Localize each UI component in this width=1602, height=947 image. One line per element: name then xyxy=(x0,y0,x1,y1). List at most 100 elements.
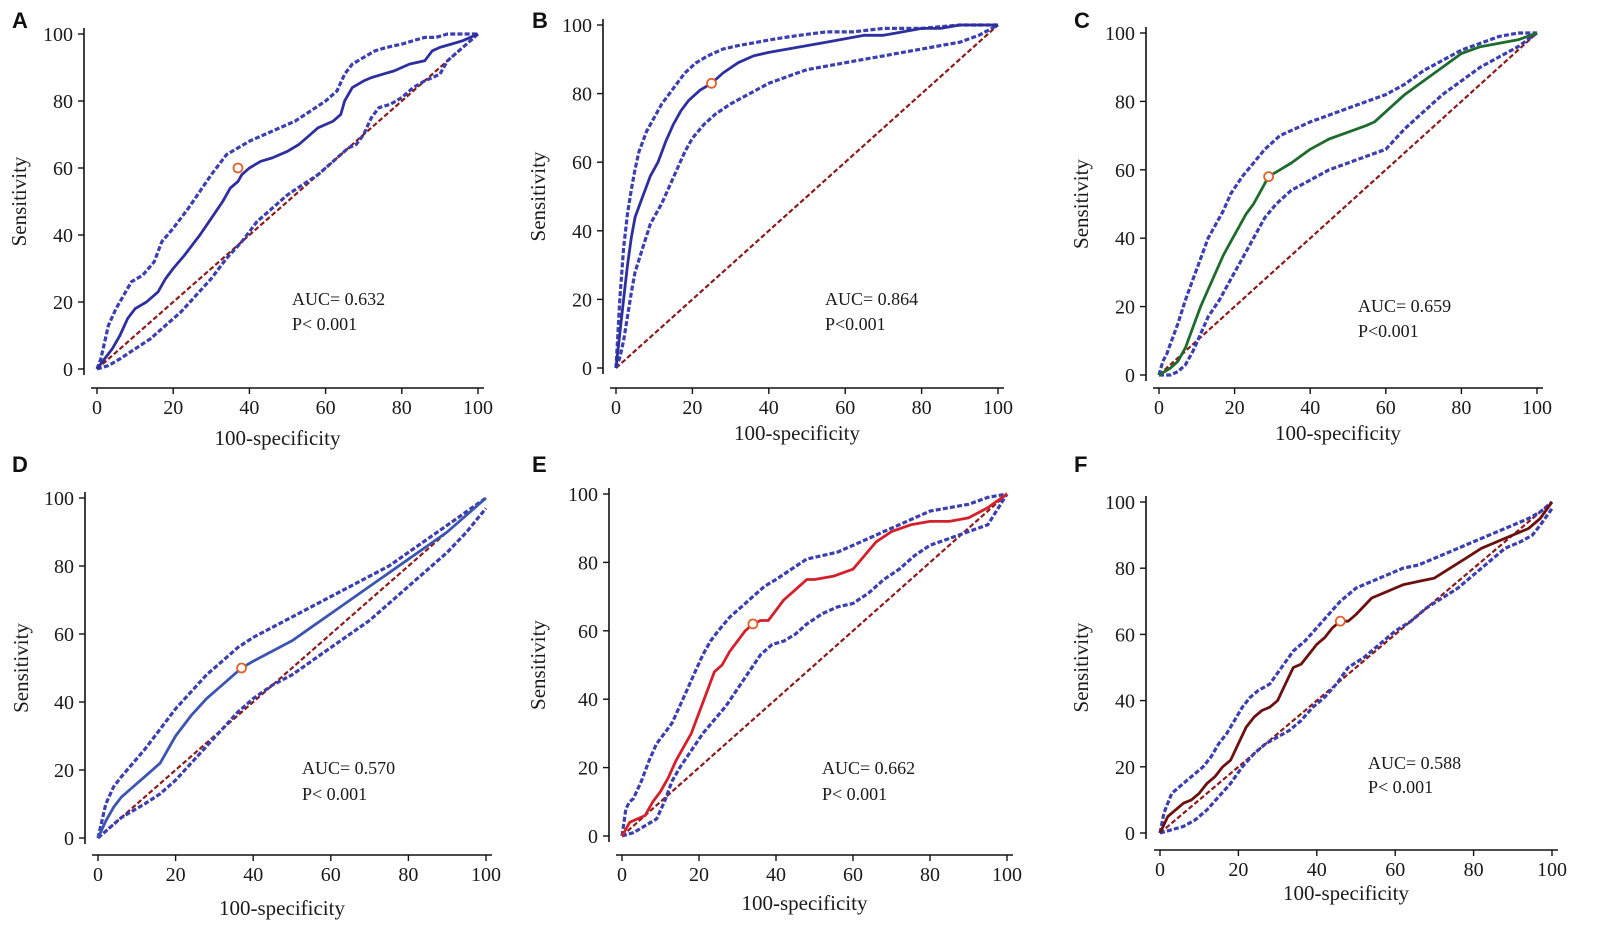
y-tick-label: 60 xyxy=(54,624,74,646)
x-tick-label: 100 xyxy=(1537,859,1567,881)
x-axis-title: 100-specificity xyxy=(215,426,341,450)
roc-curve xyxy=(95,32,479,370)
x-tick-label: 60 xyxy=(316,397,336,419)
y-tick-label: 0 xyxy=(1125,365,1135,387)
x-tick-label: 40 xyxy=(766,864,786,886)
y-tick-label: 80 xyxy=(572,84,592,106)
p-value-annotation: P< 0.001 xyxy=(1368,777,1433,797)
y-tick-label: 0 xyxy=(582,358,592,380)
x-tick-label: 0 xyxy=(1154,397,1164,419)
auc-annotation: AUC= 0.632 xyxy=(292,289,385,309)
y-tick-label: 0 xyxy=(63,359,73,381)
reference-line xyxy=(97,497,487,839)
y-axis-title: Sensitivity xyxy=(1069,159,1093,249)
auc-annotation: AUC= 0.864 xyxy=(825,289,918,309)
x-tick-label: 20 xyxy=(166,864,186,886)
y-tick-label: 20 xyxy=(1115,297,1135,319)
x-tick-label: 40 xyxy=(243,864,263,886)
cutoff-point xyxy=(236,662,247,674)
x-tick-label: 80 xyxy=(1451,397,1471,419)
y-axis-title: Sensitivity xyxy=(9,623,33,713)
y-tick-label: 60 xyxy=(53,158,73,180)
cutoff-point xyxy=(1334,615,1346,627)
y-tick-label: 20 xyxy=(1115,757,1135,779)
auc-annotation: AUC= 0.570 xyxy=(302,758,395,778)
reference-line xyxy=(96,33,479,370)
p-value-annotation: P< 0.001 xyxy=(302,784,367,804)
x-tick-label: 60 xyxy=(321,864,341,886)
x-tick-label: 40 xyxy=(1300,397,1320,419)
x-tick-label: 0 xyxy=(611,397,621,419)
reference-line xyxy=(615,24,999,369)
y-tick-label: 80 xyxy=(1115,558,1135,580)
x-tick-label: 0 xyxy=(617,864,627,886)
x-tick-label: 20 xyxy=(1228,859,1248,881)
p-value-annotation: P<0.001 xyxy=(825,314,886,334)
x-tick-label: 80 xyxy=(392,397,412,419)
x-tick-label: 80 xyxy=(1464,859,1484,881)
auc-annotation: AUC= 0.659 xyxy=(1358,296,1451,316)
upper-ci-line xyxy=(614,23,998,369)
x-tick-label: 100 xyxy=(1522,397,1552,419)
upper-ci-line xyxy=(1157,31,1537,376)
panel-letter: F xyxy=(1074,452,1087,477)
y-tick-label: 40 xyxy=(54,692,74,714)
y-tick-label: 100 xyxy=(43,24,73,46)
y-tick-label: 100 xyxy=(1105,23,1135,45)
x-tick-label: 80 xyxy=(912,397,932,419)
x-tick-label: 20 xyxy=(163,397,183,419)
x-tick-label: 60 xyxy=(835,397,855,419)
y-tick-label: 40 xyxy=(578,689,598,711)
lower-ci-line xyxy=(1159,507,1554,835)
y-tick-label: 20 xyxy=(572,289,592,311)
y-tick-label: 80 xyxy=(53,91,73,113)
x-tick-label: 20 xyxy=(689,864,709,886)
roc-curve xyxy=(614,23,998,369)
reference-line xyxy=(1159,501,1553,834)
y-tick-label: 40 xyxy=(1115,228,1135,250)
panel-e: E 0 20 40 60 80 100 0 20 40 60 80 100 100-specificity… xyxy=(526,452,1022,915)
y-axis-title: Sensitivity xyxy=(7,156,31,246)
x-tick-label: 40 xyxy=(239,397,259,419)
y-axis-title: Sensitivity xyxy=(526,620,550,710)
x-tick-label: 60 xyxy=(1385,859,1405,881)
p-value-annotation: P< 0.001 xyxy=(822,784,887,804)
x-tick-label: 40 xyxy=(1307,859,1327,881)
x-tick-label: 0 xyxy=(92,397,102,419)
panel-d: D 0 20 40 60 80 100 0 20 40 60 80 100 100-specificity… xyxy=(9,452,501,920)
y-tick-label: 60 xyxy=(1115,160,1135,182)
y-axis-title: Sensitivity xyxy=(1069,622,1093,712)
x-tick-label: 100 xyxy=(471,864,501,886)
x-tick-label: 60 xyxy=(843,864,863,886)
y-tick-label: 100 xyxy=(1105,492,1135,514)
reference-line xyxy=(1158,32,1538,376)
y-tick-label: 20 xyxy=(578,758,598,780)
lower-ci-line xyxy=(96,507,488,840)
cutoff-point xyxy=(747,618,759,630)
p-value-annotation: P<0.001 xyxy=(1358,321,1419,341)
y-tick-label: 40 xyxy=(53,225,73,247)
y-tick-label: 40 xyxy=(1115,691,1135,713)
upper-ci-line xyxy=(1158,500,1554,834)
y-axis-title: Sensitivity xyxy=(526,151,550,241)
auc-annotation: AUC= 0.588 xyxy=(1368,753,1461,773)
x-tick-label: 80 xyxy=(398,864,418,886)
y-tick-label: 0 xyxy=(64,828,74,850)
cutoff-point xyxy=(706,77,717,89)
y-tick-label: 60 xyxy=(572,152,592,174)
panel-letter: E xyxy=(532,452,547,477)
panel-b: B 0 20 40 60 80 100 0 20 40 60 80 100 100-specificity… xyxy=(526,8,1013,445)
x-tick-label: 20 xyxy=(682,397,702,419)
panel-a: A 0 20 40 60 80 100 0 20 40 60 80 100 100-specificity… xyxy=(7,8,493,450)
x-axis-title: 100-specificity xyxy=(742,891,868,915)
y-tick-label: 80 xyxy=(54,556,74,578)
x-tick-label: 20 xyxy=(1225,397,1245,419)
x-axis-title: 100-specificity xyxy=(734,421,860,445)
panel-letter: D xyxy=(12,452,28,477)
y-tick-label: 100 xyxy=(568,484,598,506)
y-tick-label: 20 xyxy=(53,292,73,314)
cutoff-point xyxy=(1263,171,1275,183)
panel-letter: B xyxy=(532,8,548,33)
y-tick-label: 60 xyxy=(578,621,598,643)
